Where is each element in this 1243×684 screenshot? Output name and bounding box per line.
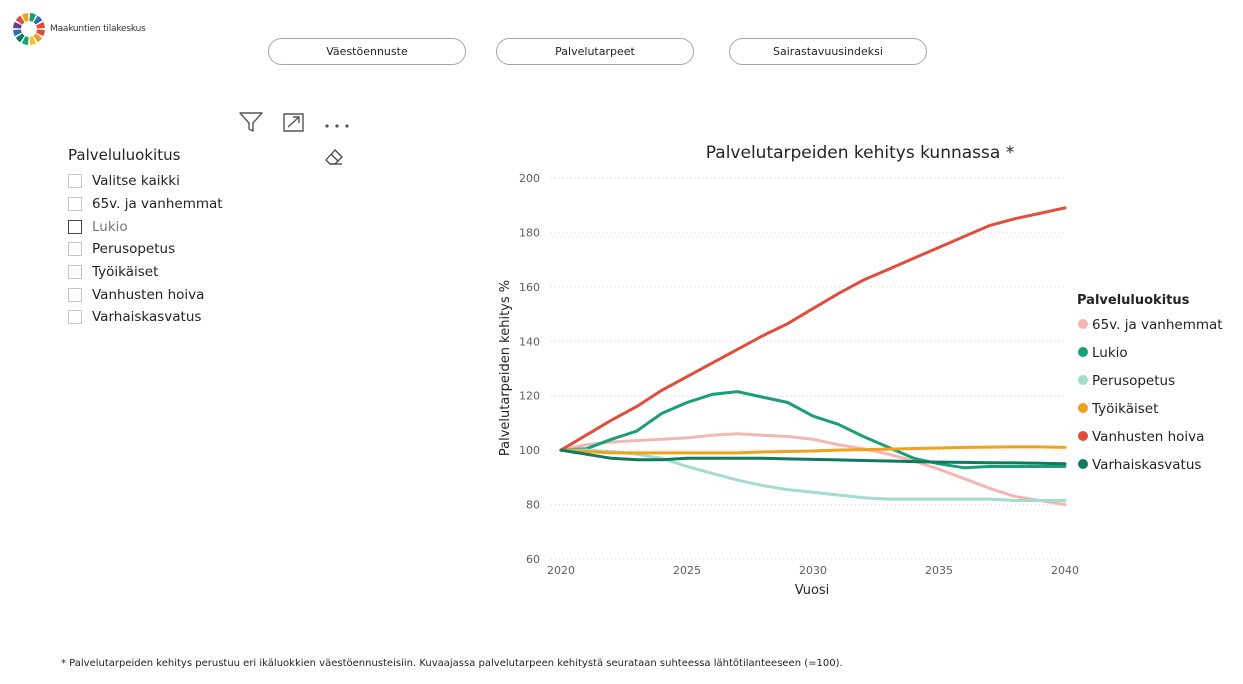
y-tick-label: 200 xyxy=(519,172,540,185)
slicer-item-label: Perusopetus xyxy=(92,241,176,258)
eraser-icon[interactable] xyxy=(324,148,344,170)
legend-marker xyxy=(1078,375,1088,385)
y-tick-label: 80 xyxy=(526,499,540,512)
slicer-title: Palveluluokitus xyxy=(68,146,181,164)
logo-segment xyxy=(13,21,22,29)
logo-segment xyxy=(33,33,43,43)
x-axis-label: Vuosi xyxy=(795,583,830,598)
logo: Maakuntien tilakeskus xyxy=(12,12,146,46)
checkbox[interactable] xyxy=(68,219,82,234)
slicer-item-label: Valitse kaikki xyxy=(92,173,180,190)
legend-label: Perusopetus xyxy=(1092,373,1175,389)
series-line xyxy=(559,206,1067,452)
series-line xyxy=(559,432,1067,507)
legend-label: Työikäiset xyxy=(1091,401,1158,417)
checkbox[interactable] xyxy=(68,265,82,280)
footnote: * Palvelutarpeiden kehitys perustuu eri … xyxy=(61,658,843,669)
logo-segment xyxy=(21,13,29,22)
y-tick-label: 60 xyxy=(526,553,540,566)
legend-marker xyxy=(1078,347,1088,357)
x-tick-label: 2035 xyxy=(925,564,953,577)
logo-segment xyxy=(36,21,45,29)
y-tick-label: 120 xyxy=(519,390,540,403)
slicer-item-label: Lukio xyxy=(92,218,128,235)
series-line xyxy=(559,448,1067,502)
y-tick-label: 140 xyxy=(519,335,540,348)
y-tick-label: 160 xyxy=(519,281,540,294)
logo-text: Maakuntien tilakeskus xyxy=(50,24,146,34)
visual-header xyxy=(238,110,350,138)
slicer-item-label: Varhaiskasvatus xyxy=(92,309,202,326)
slicer-item-label: Työikäiset xyxy=(92,264,159,281)
more-options-icon[interactable] xyxy=(324,115,350,134)
y-tick-label: 180 xyxy=(519,226,540,239)
x-tick-label: 2030 xyxy=(799,564,827,577)
x-tick-label: 2025 xyxy=(673,564,701,577)
legend-title: Palveluluokitus xyxy=(1077,293,1190,308)
slicer-item-lukio[interactable]: Lukio xyxy=(68,215,223,238)
filter-icon[interactable] xyxy=(238,110,264,138)
logo-segment xyxy=(15,33,25,43)
series-line xyxy=(559,445,1067,455)
chart-title: Palvelutarpeiden kehitys kunnassa * xyxy=(706,143,1014,163)
y-tick-label: 100 xyxy=(519,444,540,457)
slicer-item-perusopetus[interactable]: Perusopetus xyxy=(68,238,223,261)
nav-button-vaestoennuste[interactable]: Väestöennuste xyxy=(268,38,466,65)
series-line xyxy=(559,390,1067,470)
logo-segment xyxy=(29,36,37,45)
x-tick-label: 2020 xyxy=(547,564,575,577)
legend-label: Vanhusten hoiva xyxy=(1092,429,1204,445)
checkbox[interactable] xyxy=(68,174,82,189)
slicer-item-vanhusten-hoiva[interactable]: Vanhusten hoiva xyxy=(68,283,223,306)
logo-segment xyxy=(33,15,43,25)
y-axis-label: Palvelutarpeiden kehitys % xyxy=(498,280,513,456)
legend-marker xyxy=(1078,403,1088,413)
legend-marker xyxy=(1078,431,1088,441)
logo-segment xyxy=(29,13,37,22)
slicer-item-label: Vanhusten hoiva xyxy=(92,286,205,303)
slicer-item-tyoikaiset[interactable]: Työikäiset xyxy=(68,261,223,284)
focus-mode-icon[interactable] xyxy=(282,111,306,137)
nav-button-sairastavuusindeksi[interactable]: Sairastavuusindeksi xyxy=(729,38,927,65)
logo-segment xyxy=(36,29,45,37)
logo-mark-icon xyxy=(13,13,45,45)
slicer-item-65v[interactable]: 65v. ja vanhemmat xyxy=(68,193,223,216)
slicer-list: Valitse kaikki 65v. ja vanhemmat Lukio P… xyxy=(68,170,223,329)
logo-segment xyxy=(13,29,22,37)
checkbox[interactable] xyxy=(68,310,82,325)
logo-segment xyxy=(21,36,29,45)
legend-marker xyxy=(1078,319,1088,329)
nav-button-palvelutarpeet[interactable]: Palvelutarpeet xyxy=(496,38,694,65)
logo-segment xyxy=(15,15,25,25)
series-line xyxy=(559,448,1067,466)
checkbox[interactable] xyxy=(68,287,82,302)
checkbox[interactable] xyxy=(68,242,82,257)
legend-marker xyxy=(1078,459,1088,469)
legend-label: Lukio xyxy=(1092,345,1128,361)
checkbox[interactable] xyxy=(68,197,82,212)
slicer-item-valitse-kaikki[interactable]: Valitse kaikki xyxy=(68,170,223,193)
legend-label: 65v. ja vanhemmat xyxy=(1092,317,1223,333)
legend-label: Varhaiskasvatus xyxy=(1092,457,1201,473)
slicer-item-varhaiskasvatus[interactable]: Varhaiskasvatus xyxy=(68,306,223,329)
slicer-item-label: 65v. ja vanhemmat xyxy=(92,196,223,213)
x-tick-label: 2040 xyxy=(1051,564,1079,577)
